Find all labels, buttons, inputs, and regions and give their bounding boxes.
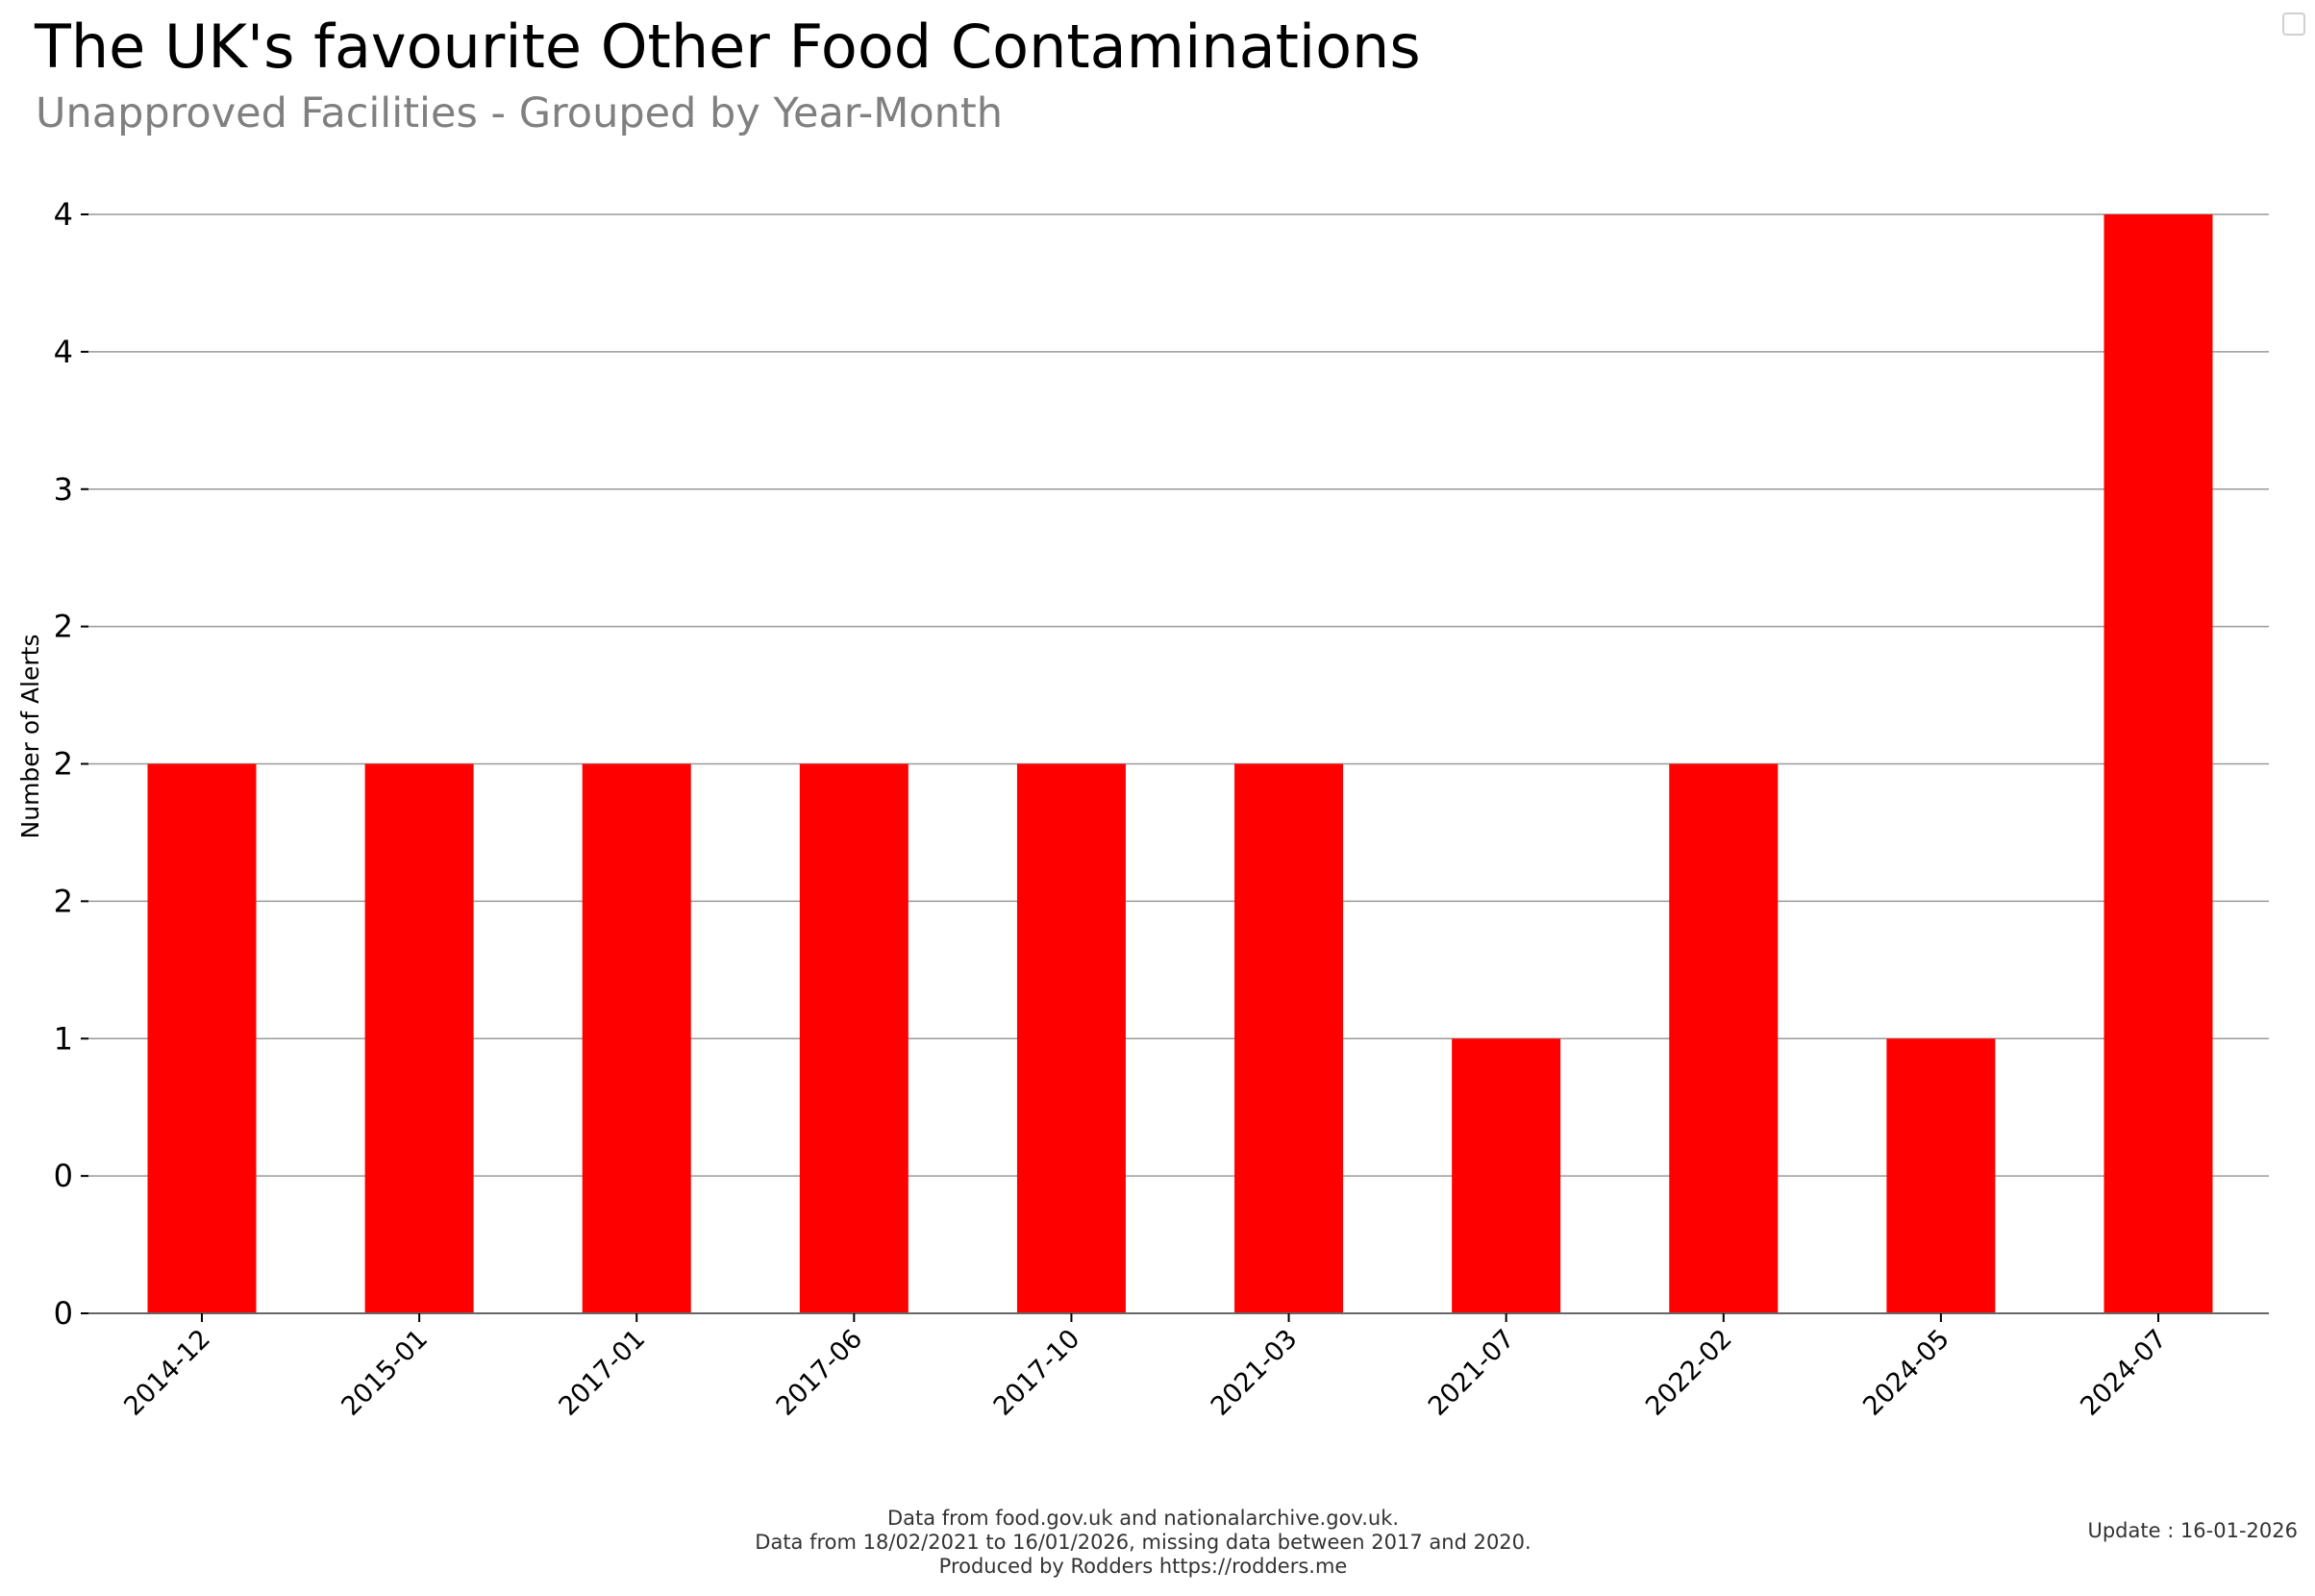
footer-credit-line: Produced by Rodders https://rodders.me [938,1555,1348,1578]
y-tick-label: 2 [54,883,73,919]
bar-2021-07[interactable] [1452,1038,1561,1313]
x-tick-label: 2017-10 [988,1324,1086,1422]
x-tick-label: 2021-07 [1423,1324,1521,1422]
x-tick-label: 2017-06 [771,1324,869,1422]
update-date: Update : 16-01-2026 [2087,1519,2298,1542]
y-tick-label: 2 [54,609,73,645]
footer-source-line: Data from food.gov.uk and nationalarchiv… [886,1507,1400,1530]
x-tick-labels: 2014-12 2015-01 2017-01 2017-06 2017-10 2021-… [118,1313,2173,1422]
bar-2014-12[interactable] [147,763,257,1314]
bar-2017-06[interactable] [799,763,909,1314]
x-tick-label: 2024-05 [1857,1324,1955,1422]
bar-2024-05[interactable] [1886,1038,1996,1313]
y-tick-label: 4 [54,334,73,370]
footer-notes: Data from food.gov.uk and nationalarchiv… [0,1507,2286,1579]
y-tick-label: 4 [54,196,73,233]
x-tick-label: 2017-01 [553,1324,651,1422]
y-tick-label: 3 [54,471,73,508]
y-tick-label: 0 [54,1295,73,1332]
chart-title: The UK's favourite Other Food Contaminat… [35,12,1421,82]
x-tick-label: 2022-02 [1640,1324,1738,1422]
bar-2024-07[interactable] [2103,214,2213,1313]
y-tick-label: 1 [54,1020,73,1057]
bar-2017-10[interactable] [1016,763,1126,1314]
y-axis-label: Number of Alerts [16,635,44,839]
x-tick-label: 2014-12 [118,1324,216,1422]
y-tick-label: 2 [54,746,73,783]
x-tick-label: 2015-01 [336,1324,434,1422]
bar-2022-02[interactable] [1669,763,1779,1314]
x-tick-label: 2024-07 [2075,1324,2173,1422]
legend-toggle[interactable] [2282,12,2305,36]
bar-2021-03[interactable] [1234,763,1344,1314]
y-tick-labels: 0 0 1 2 2 2 3 4 4 [54,196,88,1332]
bar-2017-01[interactable] [582,763,691,1314]
x-tick-label: 2021-03 [1206,1324,1304,1422]
chart-subtitle: Unapproved Facilities - Grouped by Year-… [36,89,1004,137]
bars [147,214,2213,1314]
footer-range-line: Data from 18/02/2021 to 16/01/2026, miss… [755,1531,1531,1554]
bar-2015-01[interactable] [364,763,474,1314]
y-tick-label: 0 [54,1158,73,1194]
